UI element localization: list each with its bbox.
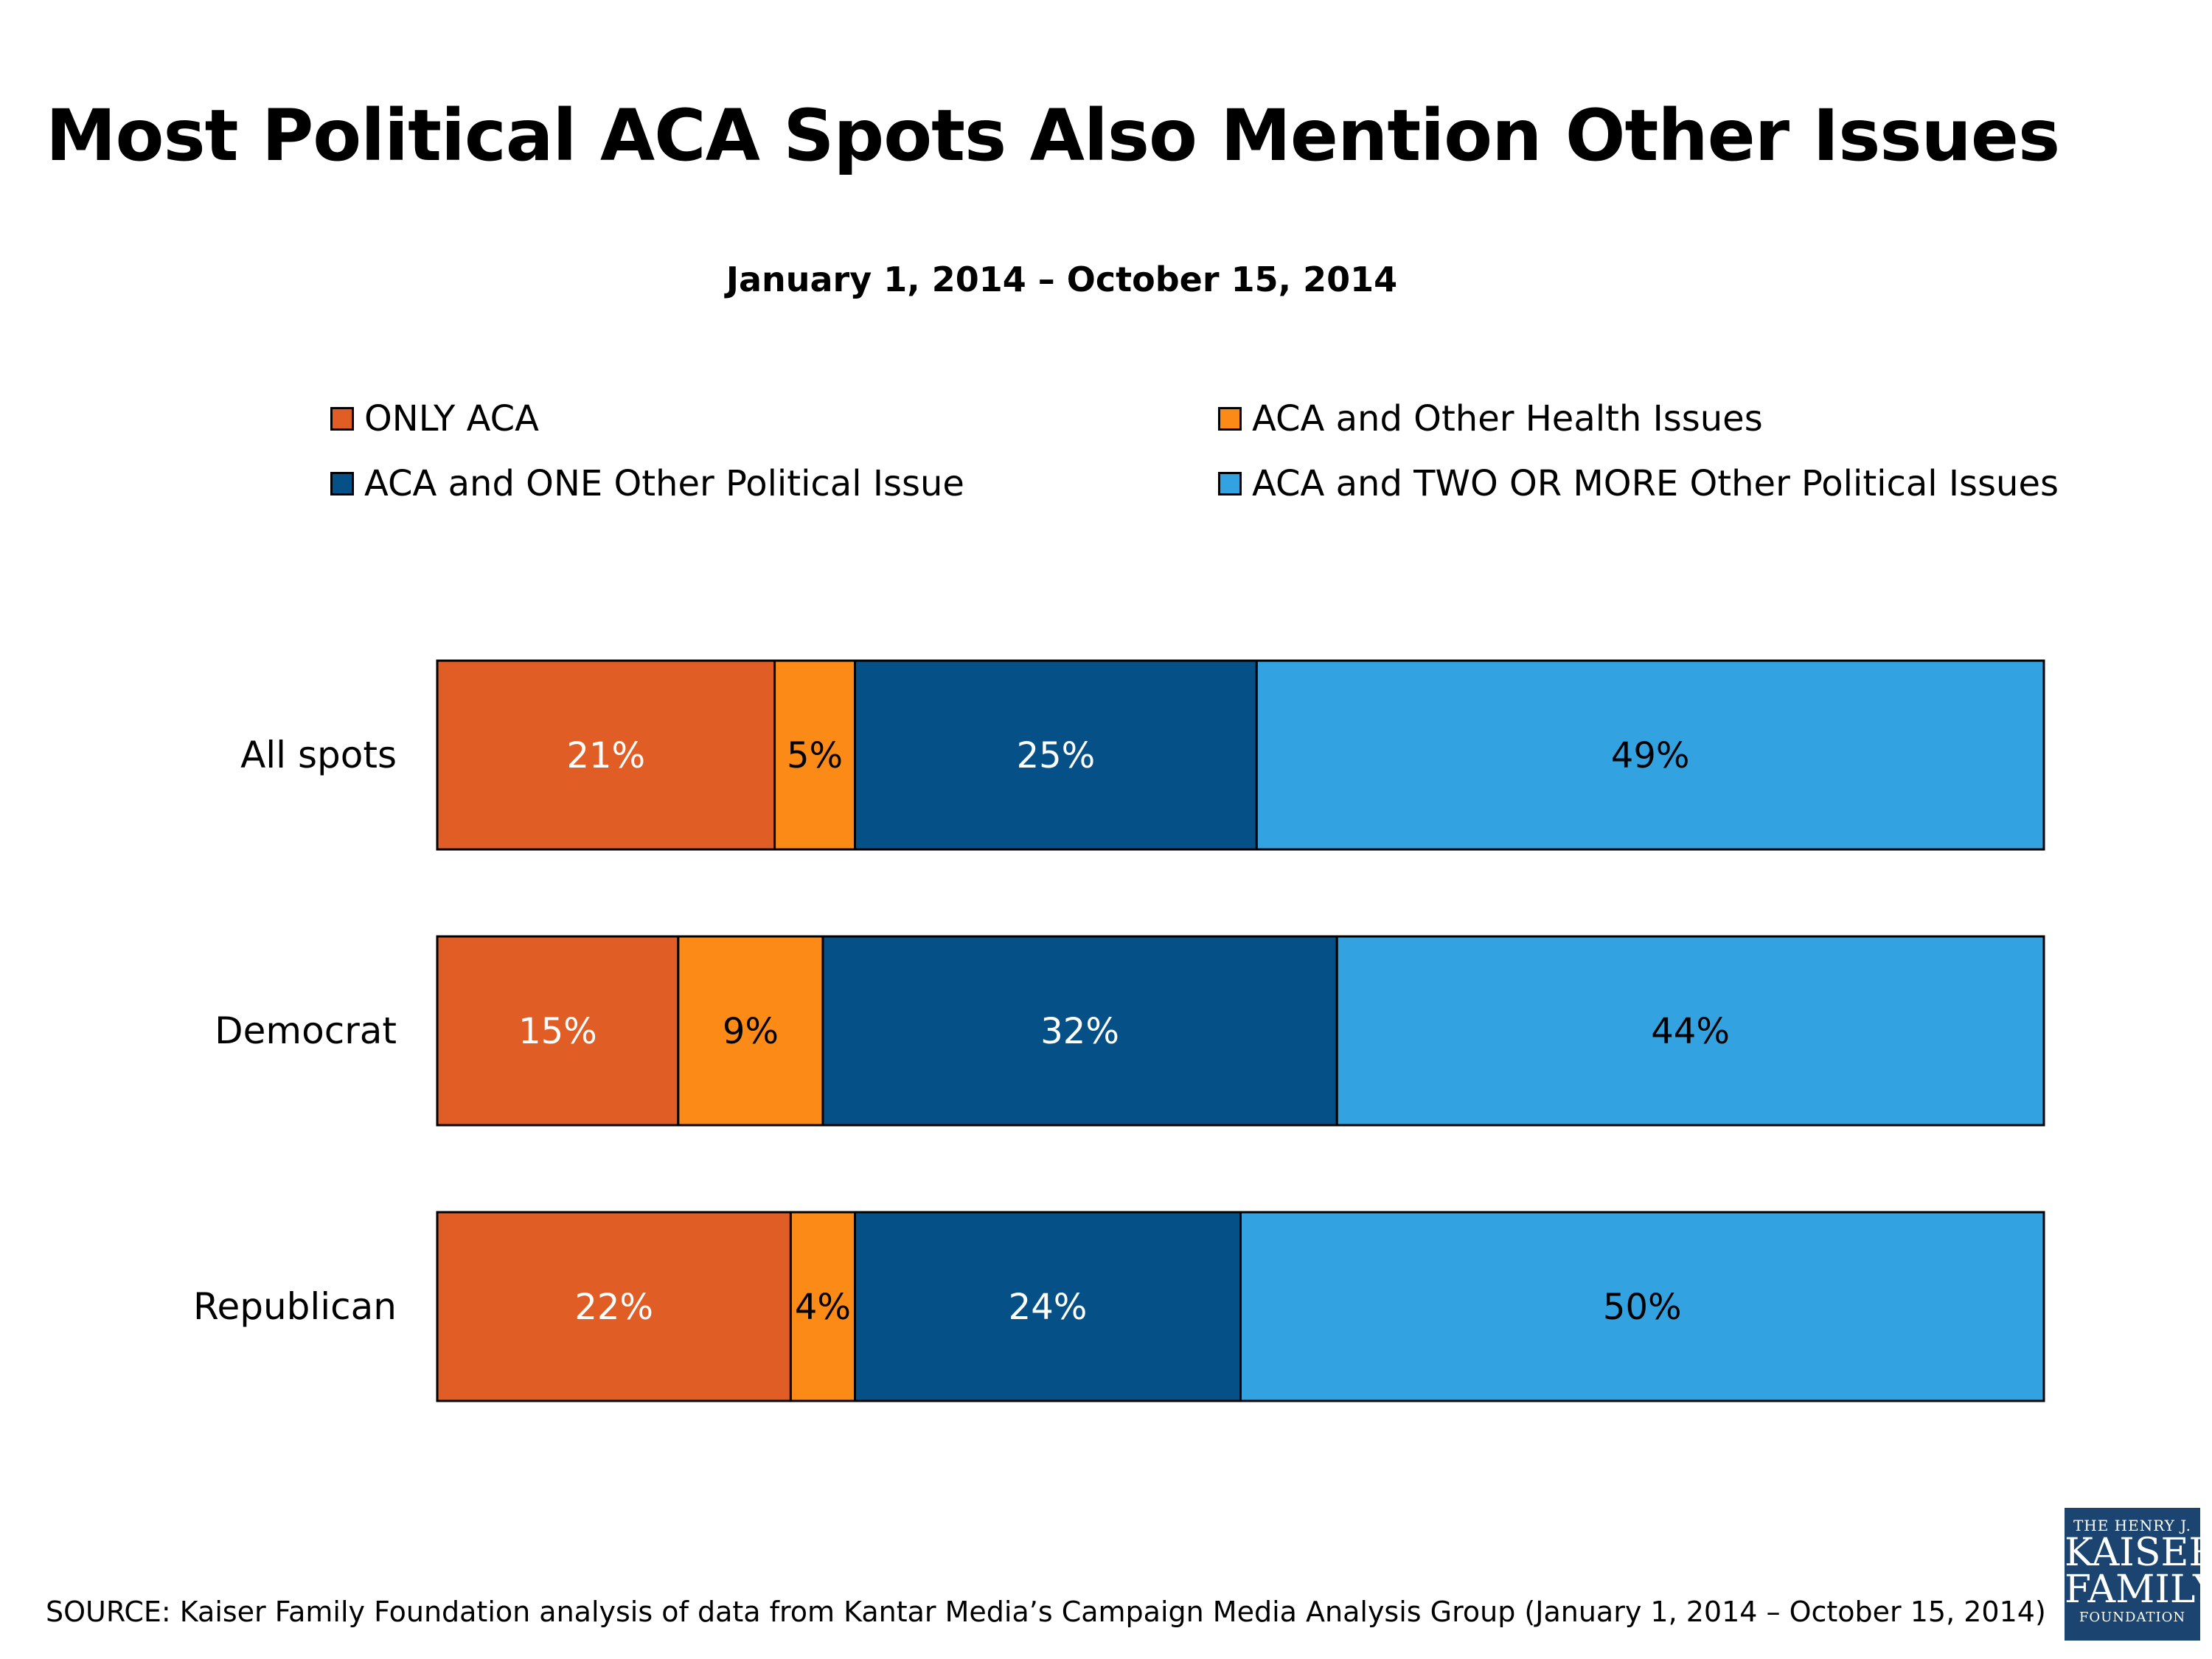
bar-segment-republican-aca-and-two-or-more-other-political-issues xyxy=(1239,1211,2045,1402)
data-label-republican-aca-and-two-or-more-other-political-issues: 50% xyxy=(1603,1287,1682,1328)
data-label-democrat-aca-and-one-other-political-issue: 32% xyxy=(1040,1011,1119,1052)
bar-segment-republican-only-aca xyxy=(436,1211,792,1402)
bar-segment-democrat-aca-and-other-health-issues xyxy=(677,935,824,1127)
legend-label-only-aca: ONLY ACA xyxy=(364,398,539,439)
data-label-all-spots-only-aca: 21% xyxy=(566,735,645,776)
source-note: SOURCE: Kaiser Family Foundation analysi… xyxy=(46,1596,2046,1628)
data-label-republican-only-aca: 22% xyxy=(574,1287,653,1328)
logo-line-1: THE HENRY J. xyxy=(2073,1517,2192,1534)
bar-segment-republican-aca-and-one-other-political-issue xyxy=(854,1211,1242,1402)
logo-line-2: KAISER xyxy=(2065,1531,2212,1575)
category-label-all-spots: All spots xyxy=(240,734,397,776)
bar-segment-all-spots-aca-and-one-other-political-issue xyxy=(854,659,1258,851)
legend-item-two-or-more-political: ACA and TWO OR MORE Other Political Issu… xyxy=(1218,463,2059,504)
legend-item-one-political: ACA and ONE Other Political Issue xyxy=(330,463,964,504)
category-label-democrat: Democrat xyxy=(215,1009,397,1052)
category-label-republican: Republican xyxy=(193,1285,397,1328)
data-label-democrat-aca-and-other-health-issues: 9% xyxy=(723,1011,779,1052)
legend-swatch-only-aca xyxy=(330,407,354,431)
legend-swatch-one-political xyxy=(330,472,354,495)
data-label-democrat-aca-and-two-or-more-other-political-issues: 44% xyxy=(1651,1011,1730,1052)
legend-label-other-health: ACA and Other Health Issues xyxy=(1252,398,1763,439)
bar-segment-republican-aca-and-other-health-issues xyxy=(789,1211,857,1402)
data-label-republican-aca-and-other-health-issues: 4% xyxy=(795,1287,851,1328)
stacked-bar-chart: All spots 21% 5% 25% 49% Democrat 15% 9% 32% 44% R… xyxy=(193,659,2045,1402)
legend-item-other-health: ACA and Other Health Issues xyxy=(1218,398,1763,439)
kaiser-family-foundation-logo: THE HENRY J. KAISER FAMILY FOUNDATION xyxy=(2065,1508,2212,1641)
bar-segment-all-spots-aca-and-other-health-issues xyxy=(773,659,857,851)
data-label-all-spots-aca-and-one-other-political-issue: 25% xyxy=(1017,735,1096,776)
bar-segment-all-spots-aca-and-two-or-more-other-political-issues xyxy=(1255,659,2045,851)
legend-label-one-political: ACA and ONE Other Political Issue xyxy=(364,463,964,504)
bar-segment-democrat-aca-and-one-other-political-issue xyxy=(821,935,1338,1127)
logo-line-4: FOUNDATION xyxy=(2079,1610,2186,1625)
data-label-all-spots-aca-and-two-or-more-other-political-issues: 49% xyxy=(1611,735,1690,776)
data-label-democrat-only-aca: 15% xyxy=(518,1011,597,1052)
chart-subtitle: January 1, 2014 – October 15, 2014 xyxy=(726,260,1398,299)
data-label-all-spots-aca-and-other-health-issues: 5% xyxy=(787,735,843,776)
legend-swatch-two-or-more-political xyxy=(1218,472,1242,495)
logo-line-3: FAMILY xyxy=(2065,1568,2212,1612)
legend-label-two-or-more-political: ACA and TWO OR MORE Other Political Issu… xyxy=(1252,463,2059,504)
legend-swatch-other-health xyxy=(1218,407,1242,431)
bar-segment-democrat-aca-and-two-or-more-other-political-issues xyxy=(1335,935,2045,1127)
legend-item-only-aca: ONLY ACA xyxy=(330,398,539,439)
chart-title: Most Political ACA Spots Also Mention Ot… xyxy=(46,94,2060,177)
data-label-republican-aca-and-one-other-political-issue: 24% xyxy=(1009,1287,1088,1328)
